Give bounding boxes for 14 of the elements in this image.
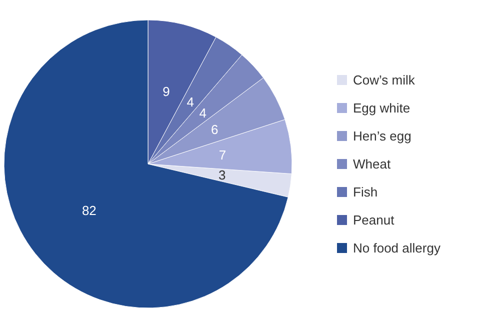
data-label: 7 xyxy=(218,147,226,162)
data-label: 82 xyxy=(82,203,96,218)
data-label: 6 xyxy=(210,122,218,137)
legend-label: Peanut xyxy=(353,212,395,228)
data-label: 3 xyxy=(218,168,226,183)
legend-label: Egg white xyxy=(353,100,410,116)
data-label: 4 xyxy=(186,94,194,110)
data-label: 4 xyxy=(199,105,206,120)
legend-label: No food allergy xyxy=(353,240,441,256)
data-label: 9 xyxy=(162,84,170,99)
legend-label: Cow’s milk xyxy=(353,72,416,88)
legend-label: Fish xyxy=(353,184,378,200)
legend-label: Wheat xyxy=(353,156,391,172)
legend-label: Hen’s egg xyxy=(353,128,412,144)
